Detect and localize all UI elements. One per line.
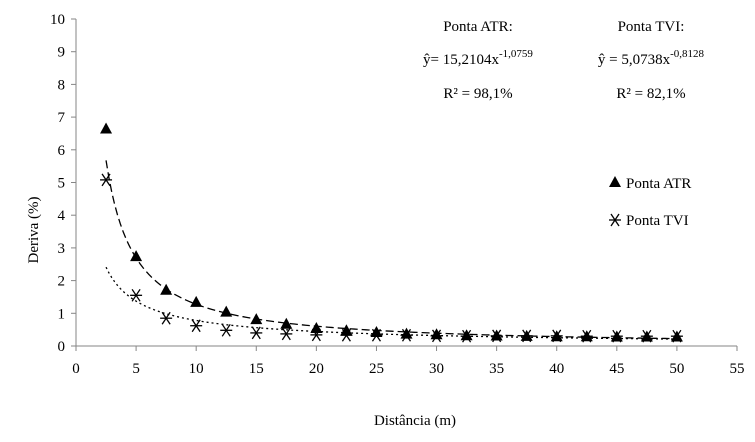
annotation-tvi: Ponta TVI: ŷ = 5,0738x-0,8128 R² = 82,1%: [598, 19, 705, 102]
x-tick-label: 20: [309, 361, 324, 377]
point-tvi: [520, 329, 533, 343]
point-atr: [220, 305, 233, 317]
annotation-tvi-equation: ŷ = 5,0738x-0,8128: [598, 48, 705, 68]
y-tick-label: 0: [58, 339, 66, 355]
x-tick-label: 45: [609, 361, 624, 377]
x-axis-label: Distância (m): [374, 413, 456, 429]
y-tick-label: 1: [58, 306, 66, 322]
point-atr: [250, 313, 263, 325]
point-tvi: [280, 327, 293, 341]
y-tick-label: 7: [58, 110, 66, 126]
point-tvi: [250, 326, 263, 340]
annotation-atr-eq-exp: -1,0759: [499, 48, 533, 60]
point-tvi: [640, 329, 653, 343]
point-tvi: [610, 329, 623, 343]
x-tick-label: 35: [489, 361, 504, 377]
annotation-tvi-eq-prefix: ŷ = 5,0738x: [598, 52, 671, 68]
data-points: [100, 122, 683, 343]
annotation-atr-title: Ponta ATR:: [443, 19, 513, 35]
point-tvi: [460, 329, 473, 343]
point-atr: [100, 122, 113, 134]
x-tick-label: 50: [669, 361, 684, 377]
point-tvi: [550, 329, 563, 343]
trendlines: [105, 160, 677, 340]
x-tick-label: 25: [369, 361, 384, 377]
point-tvi: [370, 328, 383, 342]
x-tick-label: 40: [549, 361, 564, 377]
y-tick-label: 2: [58, 274, 66, 290]
x-tick-label: 0: [72, 361, 80, 377]
legend-marker-atr: [609, 176, 621, 187]
x-tick-label: 15: [249, 361, 264, 377]
point-atr: [130, 250, 143, 262]
annotation-atr-r2: R² = 98,1%: [443, 86, 512, 102]
point-atr: [190, 295, 203, 307]
point-tvi: [430, 329, 443, 343]
trendline-tvi: [105, 266, 677, 340]
point-tvi: [340, 328, 353, 342]
annotation-atr-eq-prefix: ŷ= 15,2104x: [423, 52, 499, 68]
point-atr: [370, 325, 383, 337]
x-tick-label: 5: [132, 361, 140, 377]
legend-marker-tvi: [609, 213, 621, 227]
point-tvi: [490, 329, 503, 343]
point-tvi: [670, 329, 683, 343]
point-atr: [310, 322, 323, 334]
y-tick-label: 9: [58, 45, 66, 61]
point-atr: [160, 283, 173, 295]
annotation-atr-equation: ŷ= 15,2104x-1,0759: [423, 48, 533, 68]
y-tick-label: 10: [50, 12, 65, 28]
point-atr: [460, 329, 473, 341]
point-tvi: [130, 288, 143, 302]
legend: Ponta ATR Ponta TVI: [609, 176, 691, 229]
x-tick-label: 10: [189, 361, 204, 377]
x-tick-label: 30: [429, 361, 444, 377]
annotation-tvi-title: Ponta TVI:: [618, 19, 685, 35]
point-tvi: [400, 328, 413, 342]
point-tvi: [100, 173, 113, 187]
y-tick-label: 3: [58, 241, 66, 257]
legend-label-tvi: Ponta TVI: [626, 213, 689, 229]
y-axis-label: Deriva (%): [26, 196, 42, 263]
point-tvi: [580, 329, 593, 343]
point-tvi: [160, 311, 173, 325]
point-tvi: [190, 319, 203, 333]
y-tick-label: 8: [58, 77, 66, 93]
y-tick-label: 6: [58, 143, 66, 159]
y-tick-label: 5: [58, 176, 66, 192]
annotation-tvi-eq-exp: -0,8128: [670, 48, 704, 60]
point-tvi: [220, 323, 233, 337]
point-atr: [280, 317, 293, 329]
trendline-atr: [105, 160, 677, 340]
annotation-tvi-r2: R² = 82,1%: [616, 86, 685, 102]
point-tvi: [310, 328, 323, 342]
y-tick-label: 4: [58, 208, 66, 224]
point-atr: [400, 327, 413, 339]
annotation-atr: Ponta ATR: ŷ= 15,2104x-1,0759 R² = 98,1%: [423, 19, 533, 102]
legend-label-atr: Ponta ATR: [626, 176, 691, 192]
point-atr: [340, 324, 353, 336]
x-tick-label: 55: [730, 361, 745, 377]
